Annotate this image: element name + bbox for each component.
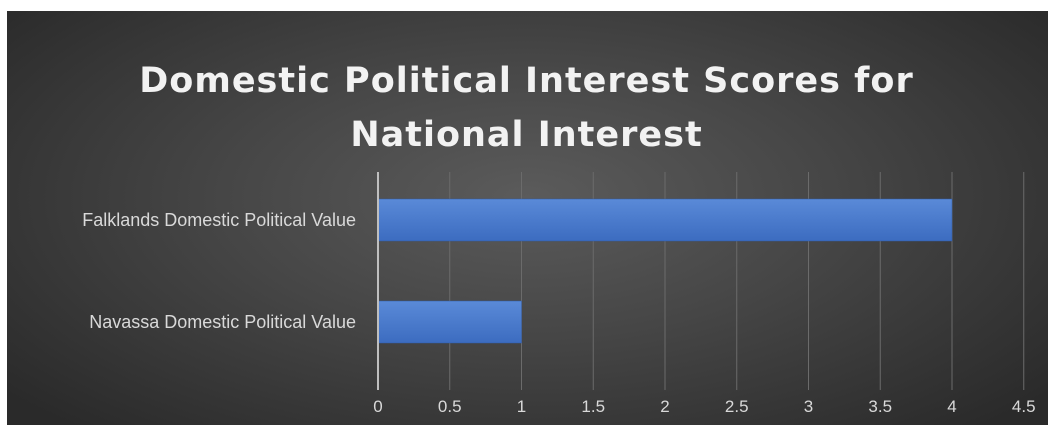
- x-tick-label: 0: [373, 397, 382, 416]
- x-tick-label: 1: [517, 397, 526, 416]
- chart-title-line-1: Domestic Political Interest Scores for: [139, 61, 914, 101]
- chart-title: Domestic Political Interest Scores for N…: [0, 54, 1053, 162]
- x-tick-label: 3.5: [868, 397, 892, 416]
- x-tick-label: 1.5: [581, 397, 605, 416]
- bar: [377, 300, 522, 344]
- category-label: Navassa Domestic Political Value: [89, 312, 356, 332]
- x-tick-label: 4.5: [1012, 397, 1036, 416]
- x-tick-label: 0.5: [438, 397, 462, 416]
- x-tick-label: 4: [947, 397, 956, 416]
- x-tick-label: 2: [660, 397, 669, 416]
- chart-title-line-2: National Interest: [350, 115, 703, 155]
- x-tick-label: 3: [804, 397, 813, 416]
- category-label: Falklands Domestic Political Value: [82, 210, 356, 230]
- bar: [377, 198, 953, 242]
- x-tick-label: 2.5: [725, 397, 749, 416]
